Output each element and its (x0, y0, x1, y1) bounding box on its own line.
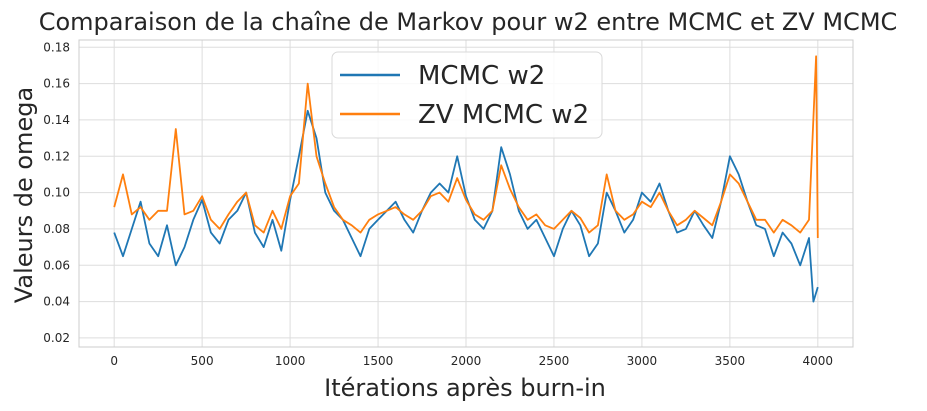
plot-frame (78, 39, 854, 348)
y-axis-label: Valeurs de omega (10, 87, 38, 303)
series-layer (113, 55, 819, 303)
y-tick-label: 0.06 (43, 258, 70, 272)
series-line-zv-mcmc (113, 55, 819, 239)
y-tick-label: 0.08 (43, 222, 70, 236)
chart-title: Comparaison de la chaîne de Markov pour … (39, 8, 898, 36)
x-tick-label: 2000 (451, 354, 482, 368)
x-tick-label: 1000 (275, 354, 306, 368)
y-tick-label: 0.16 (43, 77, 70, 91)
legend-box (331, 51, 603, 139)
y-tick-label: 0.12 (43, 149, 70, 163)
legend: MCMC w2 ZV MCMC w2 (331, 51, 603, 139)
legend-label-zv-mcmc: ZV MCMC w2 (418, 100, 589, 130)
ticks: 0 500 1000 1500 2000 2500 3000 3500 4000 0.02 0.04… (43, 40, 833, 368)
x-tick-label: 3500 (715, 354, 746, 368)
x-tick-label: 1500 (363, 354, 394, 368)
y-tick-label: 0.18 (43, 40, 70, 54)
x-axis-label: Itérations après burn-in (324, 374, 606, 402)
y-tick-label: 0.04 (43, 295, 70, 309)
x-tick-label: 2500 (539, 354, 570, 368)
y-tick-label: 0.02 (43, 331, 70, 345)
x-tick-label: 0 (110, 354, 118, 368)
x-tick-label: 500 (191, 354, 214, 368)
x-tick-label: 3000 (627, 354, 658, 368)
x-tick-label: 4000 (803, 354, 834, 368)
y-tick-label: 0.10 (43, 186, 70, 200)
legend-label-mcmc: MCMC w2 (418, 61, 545, 91)
y-tick-label: 0.14 (43, 113, 70, 127)
